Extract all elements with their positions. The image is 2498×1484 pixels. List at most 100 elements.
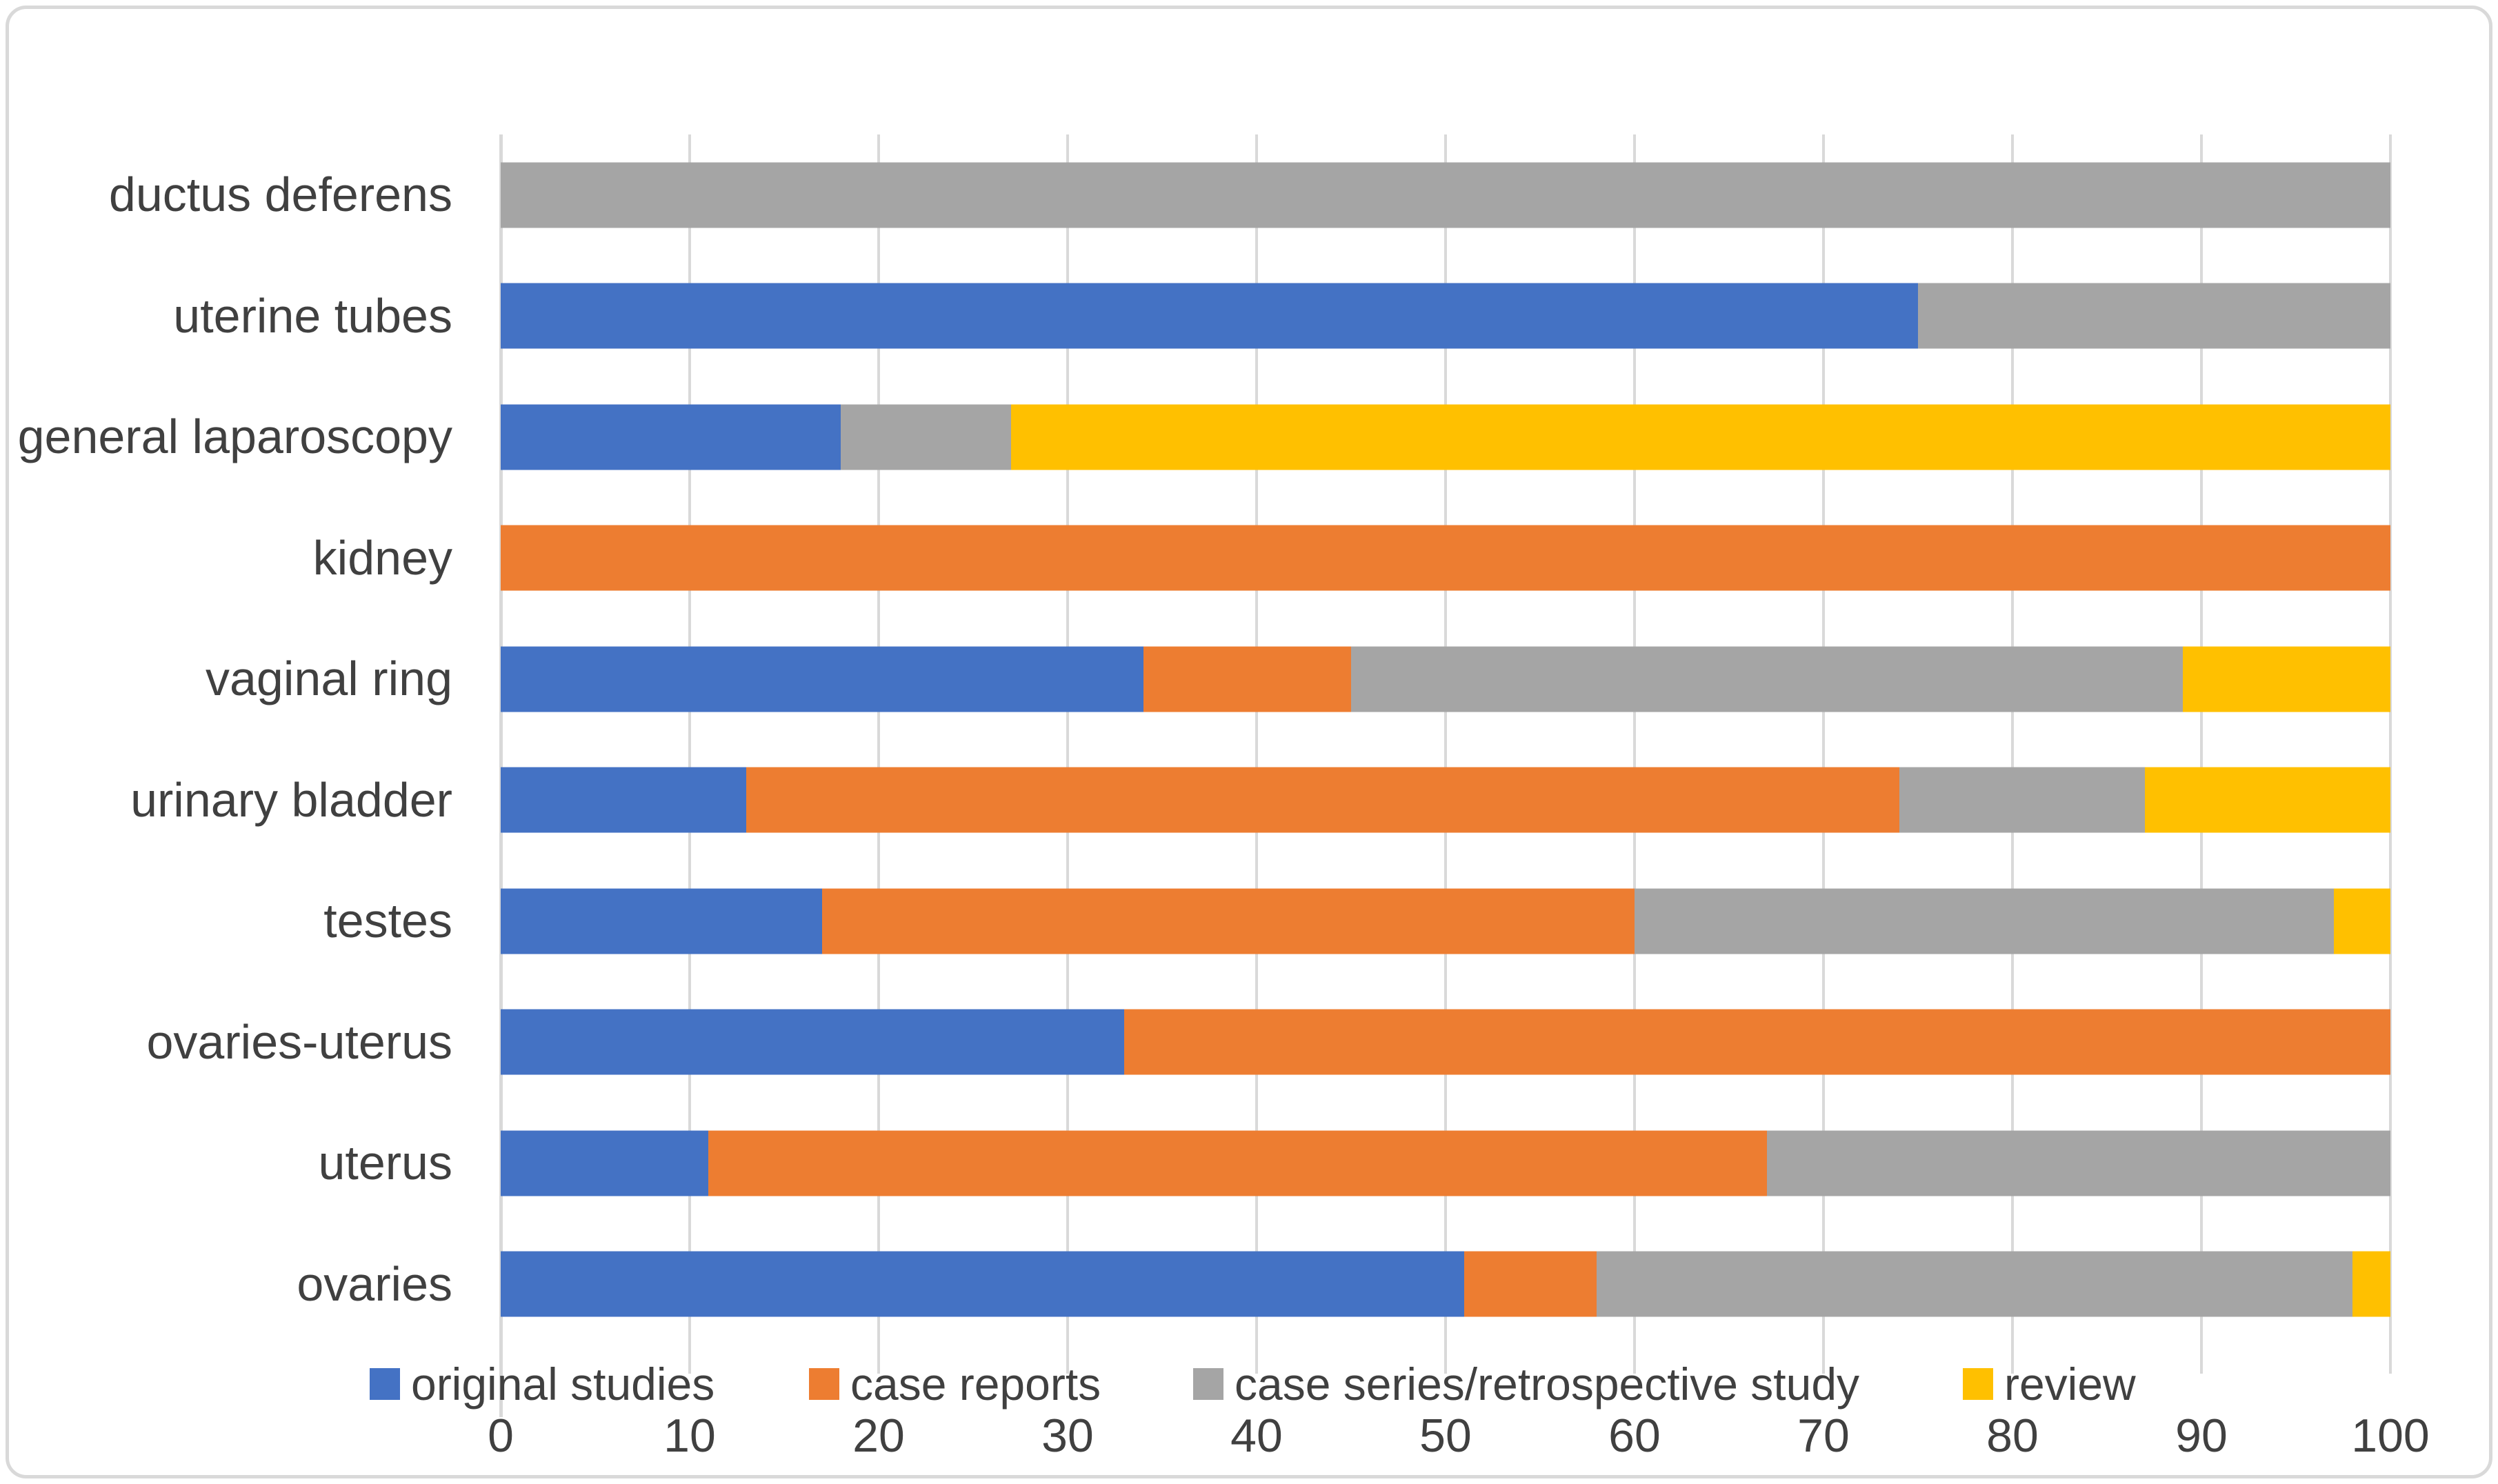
category-label: urinary bladder — [130, 772, 452, 827]
bar-row — [501, 861, 2390, 982]
bar-segment — [1124, 1009, 2390, 1075]
legend-label: case reports — [850, 1358, 1101, 1410]
bar-segment — [1350, 646, 2183, 712]
bar-segment — [708, 1130, 1767, 1196]
bar-row — [501, 377, 2390, 498]
legend-item: original studies — [370, 1358, 715, 1410]
stacked-bar — [501, 404, 2390, 470]
gridline — [1255, 134, 1258, 1345]
x-tick-label: 90 — [2175, 1410, 2228, 1462]
legend-swatch — [370, 1368, 400, 1400]
legend-swatch — [1963, 1368, 1993, 1400]
category-label: kidney — [312, 530, 452, 585]
bar-segment — [2352, 1251, 2390, 1317]
bar-segment — [1766, 1130, 2390, 1196]
x-tick-label: 70 — [1797, 1410, 1850, 1462]
gridline — [1444, 134, 1447, 1345]
axis-tick — [1066, 1345, 1069, 1374]
axis-tick — [2200, 1345, 2203, 1374]
stacked-bar — [501, 767, 2390, 833]
bar-segment — [1143, 646, 1351, 712]
x-tick-label: 10 — [663, 1410, 716, 1462]
bar-segment — [501, 283, 1918, 349]
stacked-bar — [501, 888, 2390, 954]
bar-segment — [2333, 888, 2390, 954]
bar-segment — [501, 888, 822, 954]
stacked-bar — [501, 162, 2390, 228]
bar-segment — [1597, 1251, 2353, 1317]
stacked-bar — [501, 646, 2390, 712]
legend-swatch — [1193, 1368, 1223, 1400]
legend-label: case series/retrospective study — [1235, 1358, 1860, 1410]
axis-tick — [688, 1345, 691, 1374]
bar-segment — [501, 646, 1143, 712]
x-tick-label: 60 — [1608, 1410, 1661, 1462]
gridline — [877, 134, 880, 1345]
bar-row — [501, 740, 2390, 861]
gridline — [2200, 134, 2203, 1345]
axis-tick — [2389, 1345, 2392, 1374]
gridline — [2011, 134, 2014, 1345]
stacked-bar — [501, 1009, 2390, 1075]
x-tick-label: 50 — [1419, 1410, 1472, 1462]
legend-item: case reports — [809, 1358, 1101, 1410]
bar-segment — [501, 1130, 709, 1196]
bar-segment — [1010, 404, 2390, 470]
gridline — [688, 134, 691, 1345]
plot-area — [499, 134, 2392, 1417]
axis-tick — [1633, 1345, 1636, 1374]
bar-segment — [1634, 888, 2334, 954]
legend-item: case series/retrospective study — [1193, 1358, 1860, 1410]
category-label: ovaries — [297, 1256, 452, 1311]
bar-row — [501, 498, 2390, 619]
bar-segment — [2144, 767, 2390, 833]
legend-label: review — [2004, 1358, 2136, 1410]
bar-segment — [501, 162, 2390, 228]
x-tick-label: 30 — [1041, 1410, 1094, 1462]
category-label: ductus deferens — [108, 168, 452, 221]
category-label: vaginal ring — [206, 652, 452, 705]
x-tick-label: 0 — [488, 1410, 514, 1462]
x-tick-label: 20 — [852, 1410, 905, 1462]
axis-tick — [499, 1345, 502, 1374]
bar-row — [501, 619, 2390, 740]
bar-segment — [1899, 767, 2145, 833]
legend-label: original studies — [411, 1358, 715, 1410]
bar-row — [501, 256, 2390, 377]
bar-segment — [501, 404, 841, 470]
category-label: uterine tubes — [173, 288, 452, 343]
stacked-bar — [501, 525, 2390, 591]
stacked-bar — [501, 1251, 2390, 1317]
axis-tick — [1255, 1345, 1258, 1374]
bar-segment — [746, 767, 1899, 833]
gridline — [1066, 134, 1069, 1345]
chart-border — [6, 6, 2492, 1478]
bar-row — [501, 982, 2390, 1103]
axis-tick — [1822, 1345, 1825, 1374]
bar-segment — [2182, 646, 2390, 712]
x-tick-label: 40 — [1230, 1410, 1283, 1462]
category-label: general laparoscopy — [17, 410, 452, 463]
x-tick-label: 100 — [2351, 1410, 2430, 1462]
bar-segment — [1918, 283, 2390, 349]
axis-tick — [877, 1345, 880, 1374]
gridline — [1633, 134, 1636, 1345]
bar-segment — [501, 1009, 1125, 1075]
bar-segment — [841, 404, 1011, 470]
stacked-bar — [501, 283, 2390, 349]
legend-swatch — [809, 1368, 839, 1400]
bar-segment — [501, 1251, 1465, 1317]
bar-segment — [501, 767, 747, 833]
category-label: testes — [323, 894, 452, 947]
bar-row — [501, 1224, 2390, 1345]
axis-tick — [1444, 1345, 1447, 1374]
bar-segment — [501, 525, 2390, 591]
bar-segment — [821, 888, 1635, 954]
gridline — [2389, 134, 2392, 1345]
legend-item: review — [1963, 1358, 2136, 1410]
stacked-bar — [501, 1130, 2390, 1196]
category-label: ovaries-uterus — [146, 1014, 452, 1069]
x-tick-label: 80 — [1986, 1410, 2039, 1462]
